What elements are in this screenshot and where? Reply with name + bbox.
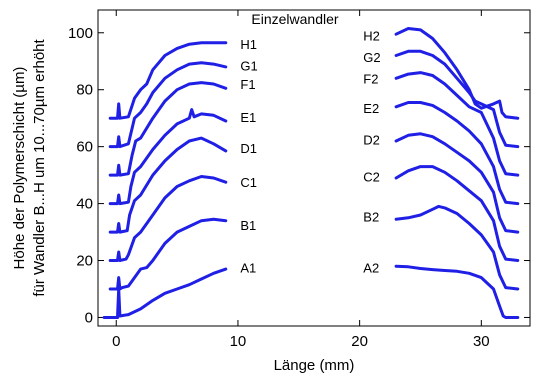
series-line-b2 [394, 204, 520, 291]
series-label-g2: G2 [363, 50, 380, 65]
series-line-e1 [108, 108, 228, 206]
plot-frame [97, 9, 531, 327]
y-tick-label: 100 [68, 25, 93, 42]
axis-ticks: 0 10 20 30 0 20 40 60 80 100 [68, 10, 530, 350]
series-line-g1 [108, 61, 228, 149]
series-label-b1: B1 [240, 218, 256, 233]
y-tick-label: 80 [76, 82, 93, 99]
series-label-b2: B2 [363, 209, 379, 224]
series-label-d2: D2 [363, 133, 380, 148]
series-label-a2: A2 [363, 261, 379, 276]
y-axis-title-line-1: Höhe der Polymerschicht (µm) [11, 67, 28, 270]
y-tick-label: 60 [76, 139, 93, 156]
series-label-e2: E2 [363, 101, 379, 116]
y-tick-label: 40 [76, 196, 93, 213]
chart-title: Einzelwandler [251, 11, 338, 27]
x-axis-title: Länge (mm) [274, 357, 355, 374]
x-tick-label: 20 [351, 333, 368, 350]
x-tick-label: 30 [473, 333, 490, 350]
series-line-e2 [394, 101, 520, 206]
series-label-c2: C2 [363, 170, 380, 185]
y-axis-title-line-2: für Wandler B...H um 10...70µm erhöht [31, 38, 48, 296]
series-line-c1 [108, 175, 228, 262]
series-line-f2 [394, 71, 520, 177]
series-label-f1: F1 [240, 77, 255, 92]
series-label-f2: F2 [363, 71, 378, 86]
series-line-d1 [108, 136, 228, 234]
series-line-b1 [108, 217, 228, 291]
y-tick-label: 20 [76, 253, 93, 270]
y-tick-label: 0 [85, 309, 93, 326]
series-label-c1: C1 [240, 175, 257, 190]
series-line-c2 [394, 165, 520, 262]
series-line-d2 [394, 132, 520, 234]
series-line-a2 [394, 264, 520, 319]
series-line-g2 [394, 49, 520, 149]
data-series [102, 27, 520, 319]
x-tick-label: 0 [112, 333, 120, 350]
series-line-a1 [102, 267, 228, 319]
x-tick-label: 10 [230, 333, 247, 350]
series-label-e1: E1 [240, 110, 256, 125]
series-line-h1 [108, 41, 228, 120]
series-label-a1: A1 [240, 261, 256, 276]
series-label-g1: G1 [240, 59, 257, 74]
series-label-h2: H2 [363, 29, 380, 44]
series-labels: A1 B1 C1 D1 E1 F1 G1 H1 A2 B2 C2 D2 E2 F2 G2 H2 [240, 29, 380, 276]
series-label-d1: D1 [240, 141, 257, 156]
series-line-f1 [108, 81, 228, 177]
series-label-h1: H1 [240, 37, 257, 52]
series-line-h2 [394, 27, 520, 120]
